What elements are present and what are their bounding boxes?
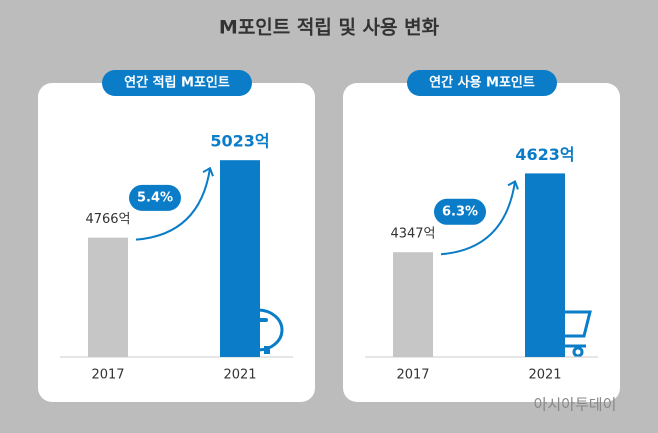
arrow-head: [507, 179, 519, 190]
value-label: 4347억: [390, 227, 435, 242]
chart-title: 연간 적립 M포인트: [124, 75, 230, 91]
x-tick-label: 2021: [528, 368, 561, 383]
annotation-pill: [434, 198, 486, 225]
value-label: 5023억: [210, 132, 269, 151]
title-pill: [102, 70, 252, 96]
annotation-pill: [129, 184, 181, 211]
watermark: 아시아투데이: [534, 396, 617, 414]
annotation: 6.3%: [442, 204, 478, 219]
arrow-head: [202, 166, 214, 177]
growth-arrow: [440, 181, 516, 256]
value-label: 4766억: [85, 212, 130, 227]
x-tick-label: 2017: [91, 368, 124, 383]
annotation: 5.4%: [137, 190, 173, 205]
card: [38, 83, 315, 402]
bar: [88, 237, 128, 357]
bar: [525, 173, 565, 357]
growth-arrow: [135, 168, 211, 241]
page-title: M포인트 적립 및 사용 변화: [219, 17, 440, 39]
value-label: 4623억: [515, 145, 574, 164]
title-pill: [407, 70, 557, 96]
x-tick-label: 2017: [396, 368, 429, 383]
bar: [393, 252, 433, 357]
x-tick-label: 2021: [223, 368, 256, 383]
bar: [220, 160, 260, 357]
chart-title: 연간 사용 M포인트: [429, 75, 535, 91]
